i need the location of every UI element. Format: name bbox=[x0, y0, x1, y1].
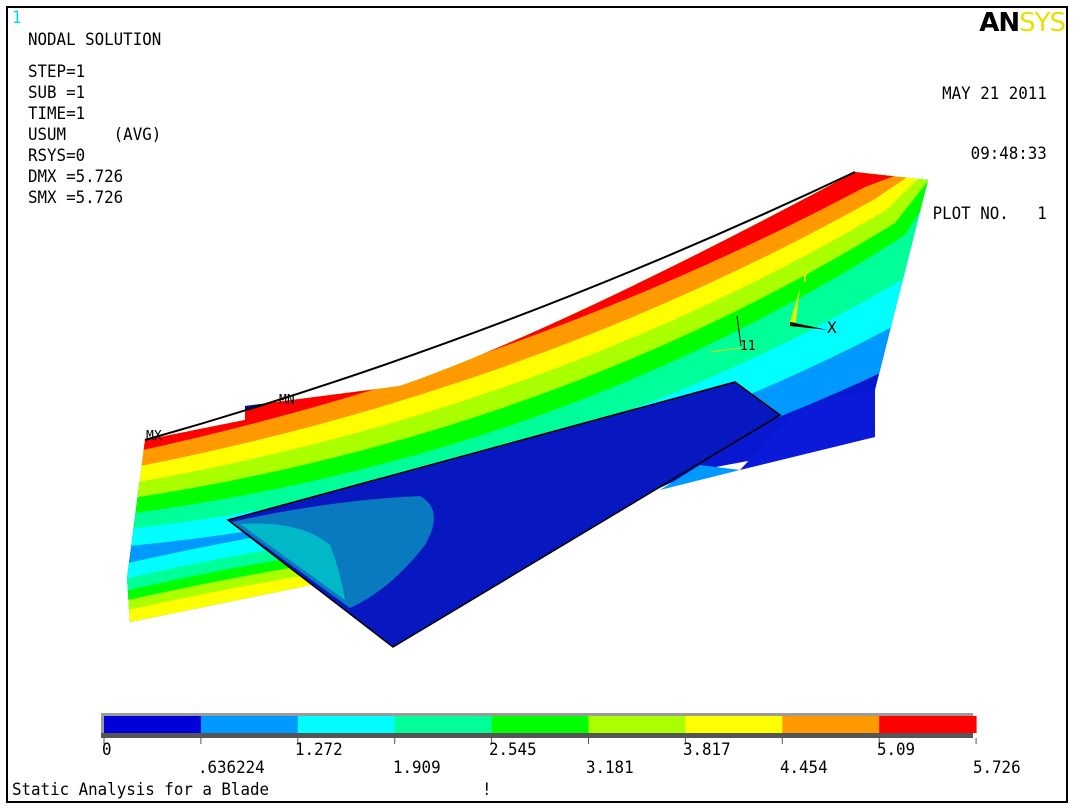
plot-number: PLOT NO. 1 bbox=[932, 204, 1047, 224]
plot-header-right: MAY 21 2011 09:48:33 PLOT NO. 1 bbox=[933, 44, 1047, 264]
legend-swatch-0 bbox=[104, 716, 202, 733]
legend-swatch-4 bbox=[491, 716, 589, 733]
blade-surface bbox=[127, 171, 928, 622]
legend-swatch-6 bbox=[685, 716, 783, 733]
window-border bbox=[6, 6, 1068, 803]
lower-plate bbox=[226, 381, 782, 648]
legend-swatch-1 bbox=[200, 716, 299, 733]
legend-label-5: 3.181 bbox=[586, 758, 634, 778]
coordinate-triad bbox=[709, 288, 828, 353]
info-sub: SUB =1 bbox=[28, 83, 86, 103]
axis-y-label: Y bbox=[800, 267, 810, 286]
legend-swatch-2 bbox=[297, 716, 396, 733]
axis-x-label: X bbox=[827, 318, 837, 337]
node-label: 11 bbox=[740, 339, 756, 354]
min-label: MN bbox=[279, 393, 295, 408]
legend-label-9: 5.726 bbox=[973, 758, 1021, 778]
legend-label-6: 3.817 bbox=[683, 740, 731, 760]
info-smx: SMX =5.726 bbox=[28, 188, 124, 208]
legend-label-2: 1.272 bbox=[295, 740, 343, 760]
info-time: TIME=1 bbox=[28, 104, 86, 124]
footer-mark: ! bbox=[482, 780, 492, 800]
legend-swatch-5 bbox=[588, 716, 686, 733]
info-rsys: RSYS=0 bbox=[28, 146, 86, 166]
info-usum: USUM (AVG) bbox=[28, 125, 162, 145]
legend-label-8: 5.09 bbox=[877, 740, 916, 760]
plot-title: NODAL SOLUTION bbox=[28, 30, 162, 50]
legend-label-7: 4.454 bbox=[780, 758, 828, 778]
max-label: MX bbox=[146, 429, 162, 444]
window-number: 1 bbox=[12, 8, 22, 28]
ansys-logo: ANSYS bbox=[979, 8, 1066, 38]
plot-time: 09:48:33 bbox=[970, 144, 1047, 164]
legend-label-4: 2.545 bbox=[489, 740, 537, 760]
plot-date: MAY 21 2011 bbox=[942, 84, 1047, 104]
analysis-title: Static Analysis for a Blade bbox=[12, 780, 269, 800]
legend-swatch-8 bbox=[879, 716, 977, 733]
info-step: STEP=1 bbox=[28, 62, 86, 82]
legend-swatch-3 bbox=[394, 716, 493, 733]
legend-swatch-7 bbox=[782, 716, 880, 733]
legend-label-1: .636224 bbox=[198, 758, 265, 778]
contour-legend-bar bbox=[101, 713, 977, 744]
legend-label-0: 0 bbox=[102, 740, 112, 760]
legend-label-3: 1.909 bbox=[393, 758, 441, 778]
info-dmx: DMX =5.726 bbox=[28, 167, 124, 187]
